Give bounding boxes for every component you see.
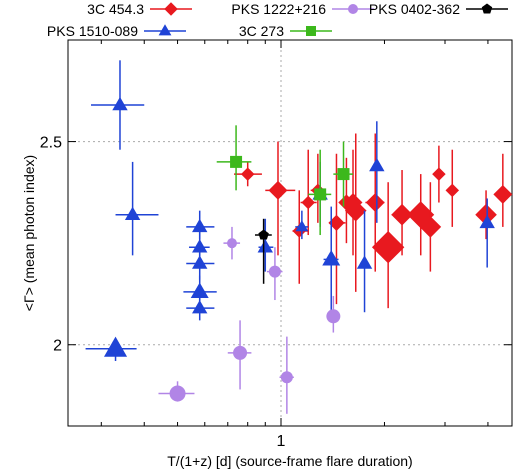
legend-marker: [348, 4, 358, 14]
data-point: [356, 255, 373, 269]
legend-label: PKS 1510-089: [47, 23, 138, 39]
data-point: [419, 216, 442, 238]
legend-entry: PKS 0402-362: [369, 1, 508, 17]
data-point: [230, 155, 243, 168]
data-point: [391, 203, 413, 226]
data-point: [328, 214, 345, 231]
data-point: [268, 180, 288, 200]
data-point: [337, 168, 350, 181]
y-tick-label: 2.5: [40, 135, 62, 152]
data-point: [192, 255, 208, 269]
data-point: [314, 188, 327, 201]
data-point: [190, 282, 209, 299]
y-axis-label: <Γ> (mean photon index): [21, 155, 37, 311]
series-layer: [85, 60, 513, 414]
data-point: [268, 265, 281, 278]
series-triangle: [85, 60, 495, 361]
data-point: [192, 300, 208, 314]
data-point: [326, 309, 341, 324]
data-point: [445, 183, 460, 198]
data-point: [432, 167, 446, 181]
data-point: [493, 184, 513, 204]
data-point: [103, 336, 128, 357]
legend-marker: [164, 2, 178, 16]
data-point: [226, 238, 237, 249]
legend-marker: [306, 26, 316, 36]
legend-entry: PKS 1510-089: [47, 23, 186, 39]
data-point: [240, 167, 255, 181]
series-circle: [158, 226, 341, 414]
axis-ticks: 122.5: [40, 40, 512, 450]
data-point: [365, 193, 385, 212]
legend-marker: [158, 24, 172, 36]
legend-entry: 3C 273: [239, 23, 332, 39]
plot-frame: [67, 39, 513, 427]
data-point: [479, 214, 495, 229]
legend-entry: 3C 454.3: [87, 1, 192, 17]
data-point: [369, 157, 385, 172]
data-point: [301, 195, 315, 210]
x-axis-label: T/(1+z) [d] (source-frame flare duration…: [167, 453, 412, 469]
legend: 3C 454.3 PKS 1510-089 PKS 1222+216 3C 273 PK…: [47, 1, 508, 39]
data-point: [257, 239, 273, 253]
legend-label: PKS 0402-362: [369, 1, 460, 17]
series-diamond: [234, 133, 513, 309]
y-tick-label: 2: [53, 338, 62, 355]
data-point: [295, 220, 309, 232]
legend-label: 3C 273: [239, 23, 284, 39]
legend-marker: [481, 3, 493, 14]
series-square: [216, 125, 354, 236]
data-point: [192, 239, 208, 253]
data-point: [475, 203, 497, 226]
legend-entry: PKS 1222+216: [231, 1, 374, 17]
legend-label: 3C 454.3: [87, 1, 144, 17]
data-point: [344, 199, 367, 222]
data-point: [233, 345, 248, 360]
grid: [68, 40, 512, 426]
series-pentagon: [254, 218, 272, 284]
data-point: [371, 231, 405, 264]
data-point: [322, 249, 341, 266]
x-tick-label: 1: [277, 433, 286, 450]
data-point: [169, 385, 186, 402]
data-point: [112, 96, 128, 111]
data-point: [258, 229, 269, 240]
legend-label: PKS 1222+216: [231, 1, 326, 17]
data-point: [280, 371, 293, 384]
data-point: [124, 206, 141, 220]
